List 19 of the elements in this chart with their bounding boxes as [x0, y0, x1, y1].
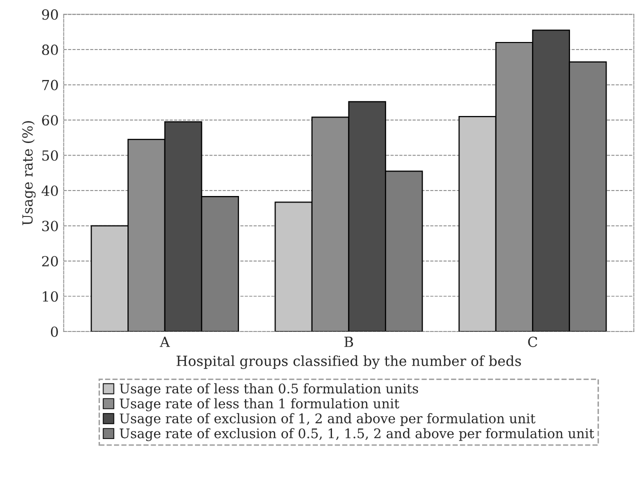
y-tick-label: 90 — [42, 9, 58, 20]
y-tick-label: 80 — [42, 44, 58, 56]
y-axis-title: Usage rate (%) — [22, 121, 36, 226]
y-tick-label: 20 — [42, 256, 58, 266]
y-tick-label: 70 — [42, 80, 58, 90]
x-tick-label: C — [528, 336, 538, 348]
x-tick-label: B — [344, 336, 354, 347]
y-tick-label: 0 — [50, 326, 58, 337]
y-tick-label: 30 — [42, 220, 58, 232]
y-tick-label: 40 — [42, 186, 58, 196]
legend-label: Usage rate of less than 0.5 formulation units — [120, 383, 418, 396]
y-tick-label: 50 — [42, 150, 58, 161]
y-tick-label: 60 — [42, 115, 58, 126]
legend-label: Usage rate of exclusion of 1, 2 and above per formulation unit — [120, 413, 536, 426]
legend-label: Usage rate of less than 1 formulation unit — [120, 398, 400, 412]
y-tick-label: 10 — [42, 291, 58, 302]
legend-label: Usage rate of exclusion of 0.5, 1, 1.5, 2 and above per formulation unit — [120, 428, 594, 442]
x-axis-title: Hospital groups classified by the number of beds — [176, 355, 521, 370]
x-tick-label: A — [160, 336, 170, 347]
